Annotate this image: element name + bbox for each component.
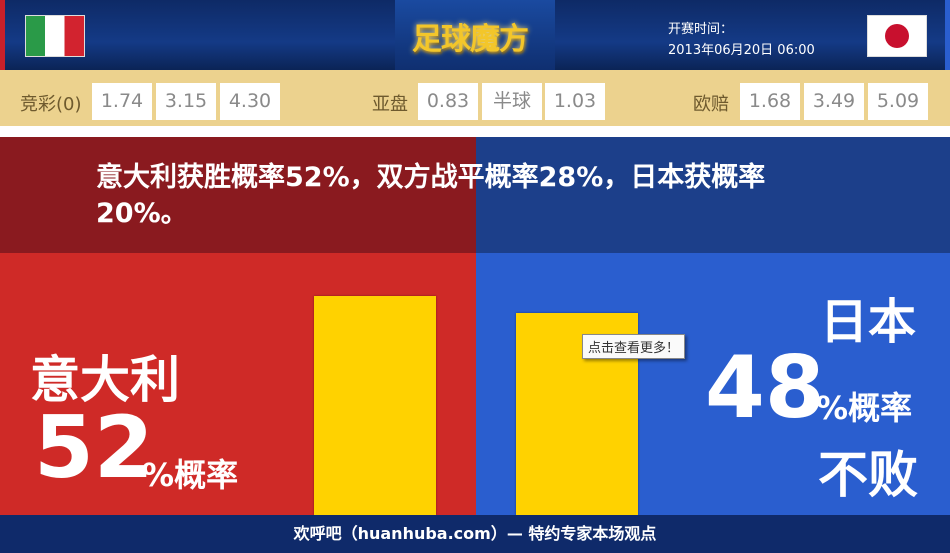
italy-flag-icon <box>25 15 85 57</box>
jingcai-label: 竞彩(0) <box>20 94 82 115</box>
kickoff-label: 开赛时间： <box>668 22 734 37</box>
odds-bar: 竞彩(0) 1.74 3.15 4.30 亚盘 0.83 半球 1.03 欧赔 … <box>0 70 950 132</box>
odds-value: 1.74 <box>92 83 152 120</box>
footer[interactable]: 欢呼吧（huanhuba.com）— 特约专家本场观点 <box>0 515 950 553</box>
away-team-name: 日本 <box>820 294 917 350</box>
home-percent-suffix: %概率 <box>142 456 239 494</box>
japan-flag-icon <box>867 15 927 57</box>
logo: 足球魔方 <box>412 22 529 57</box>
odds-value: 1.03 <box>545 83 605 120</box>
logo-panel <box>395 0 555 70</box>
home-probability-bar[interactable] <box>314 296 436 515</box>
away-note: 不败 <box>818 446 918 504</box>
odds-value: 半球 <box>482 83 542 120</box>
oupei-label: 欧赔 <box>693 94 729 115</box>
odds-value: 4.30 <box>220 83 280 120</box>
headline: 意大利获胜概率52%，双方战平概率28%，日本获概率20%。 <box>96 162 766 229</box>
yapan-label: 亚盘 <box>372 94 408 115</box>
odds-value: 5.09 <box>868 83 928 120</box>
headline-band-away <box>476 137 950 253</box>
more-tooltip[interactable]: 点击查看更多！ <box>582 334 686 359</box>
odds-value: 3.49 <box>804 83 864 120</box>
headline-band-home <box>0 137 476 253</box>
kickoff-time: 2013年06月20日 06:00 <box>668 43 815 58</box>
away-percent-suffix: %概率 <box>816 389 913 427</box>
odds-value: 0.83 <box>418 83 478 120</box>
home-percent: 52 <box>34 398 154 498</box>
away-percent: 48 <box>705 338 825 438</box>
home-team-name: 意大利 <box>30 351 180 409</box>
odds-value: 1.68 <box>740 83 800 120</box>
odds-value: 3.15 <box>156 83 216 120</box>
